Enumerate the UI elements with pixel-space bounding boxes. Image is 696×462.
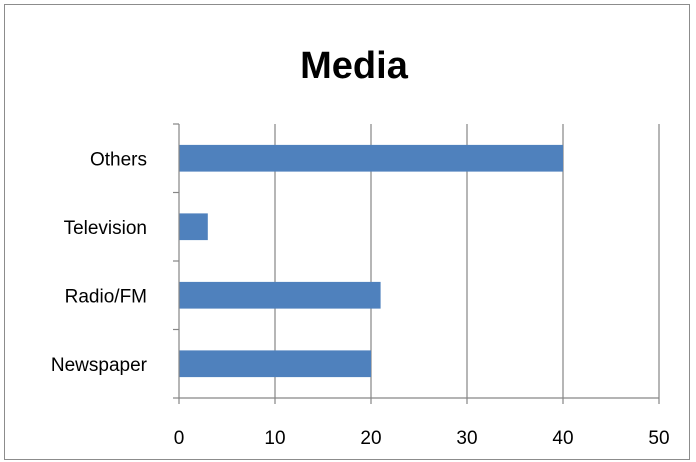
category-label-newspaper: Newspaper (51, 355, 148, 376)
x-tick-label-40: 40 (552, 428, 573, 449)
bar-television (179, 213, 208, 241)
axes (173, 123, 660, 404)
x-tick-label-10: 10 (264, 428, 285, 449)
chart-title: Media (300, 45, 409, 87)
x-tick-label-20: 20 (360, 428, 381, 449)
category-label-radio-fm: Radio/FM (65, 286, 147, 307)
x-tick-labels: 0 10 20 30 40 50 (174, 428, 670, 449)
category-label-television: Television (64, 218, 147, 239)
bar-others (179, 144, 563, 172)
bar-radio-fm (179, 281, 381, 309)
bars (179, 144, 563, 378)
x-tick-label-50: 50 (648, 428, 669, 449)
chart-frame (4, 4, 690, 460)
x-tick-label-30: 30 (456, 428, 477, 449)
x-tick-label-0: 0 (174, 428, 185, 449)
bar-newspaper (179, 350, 371, 378)
category-labels: Newspaper Radio/FM Television Others (51, 149, 148, 376)
category-label-others: Others (90, 149, 147, 170)
